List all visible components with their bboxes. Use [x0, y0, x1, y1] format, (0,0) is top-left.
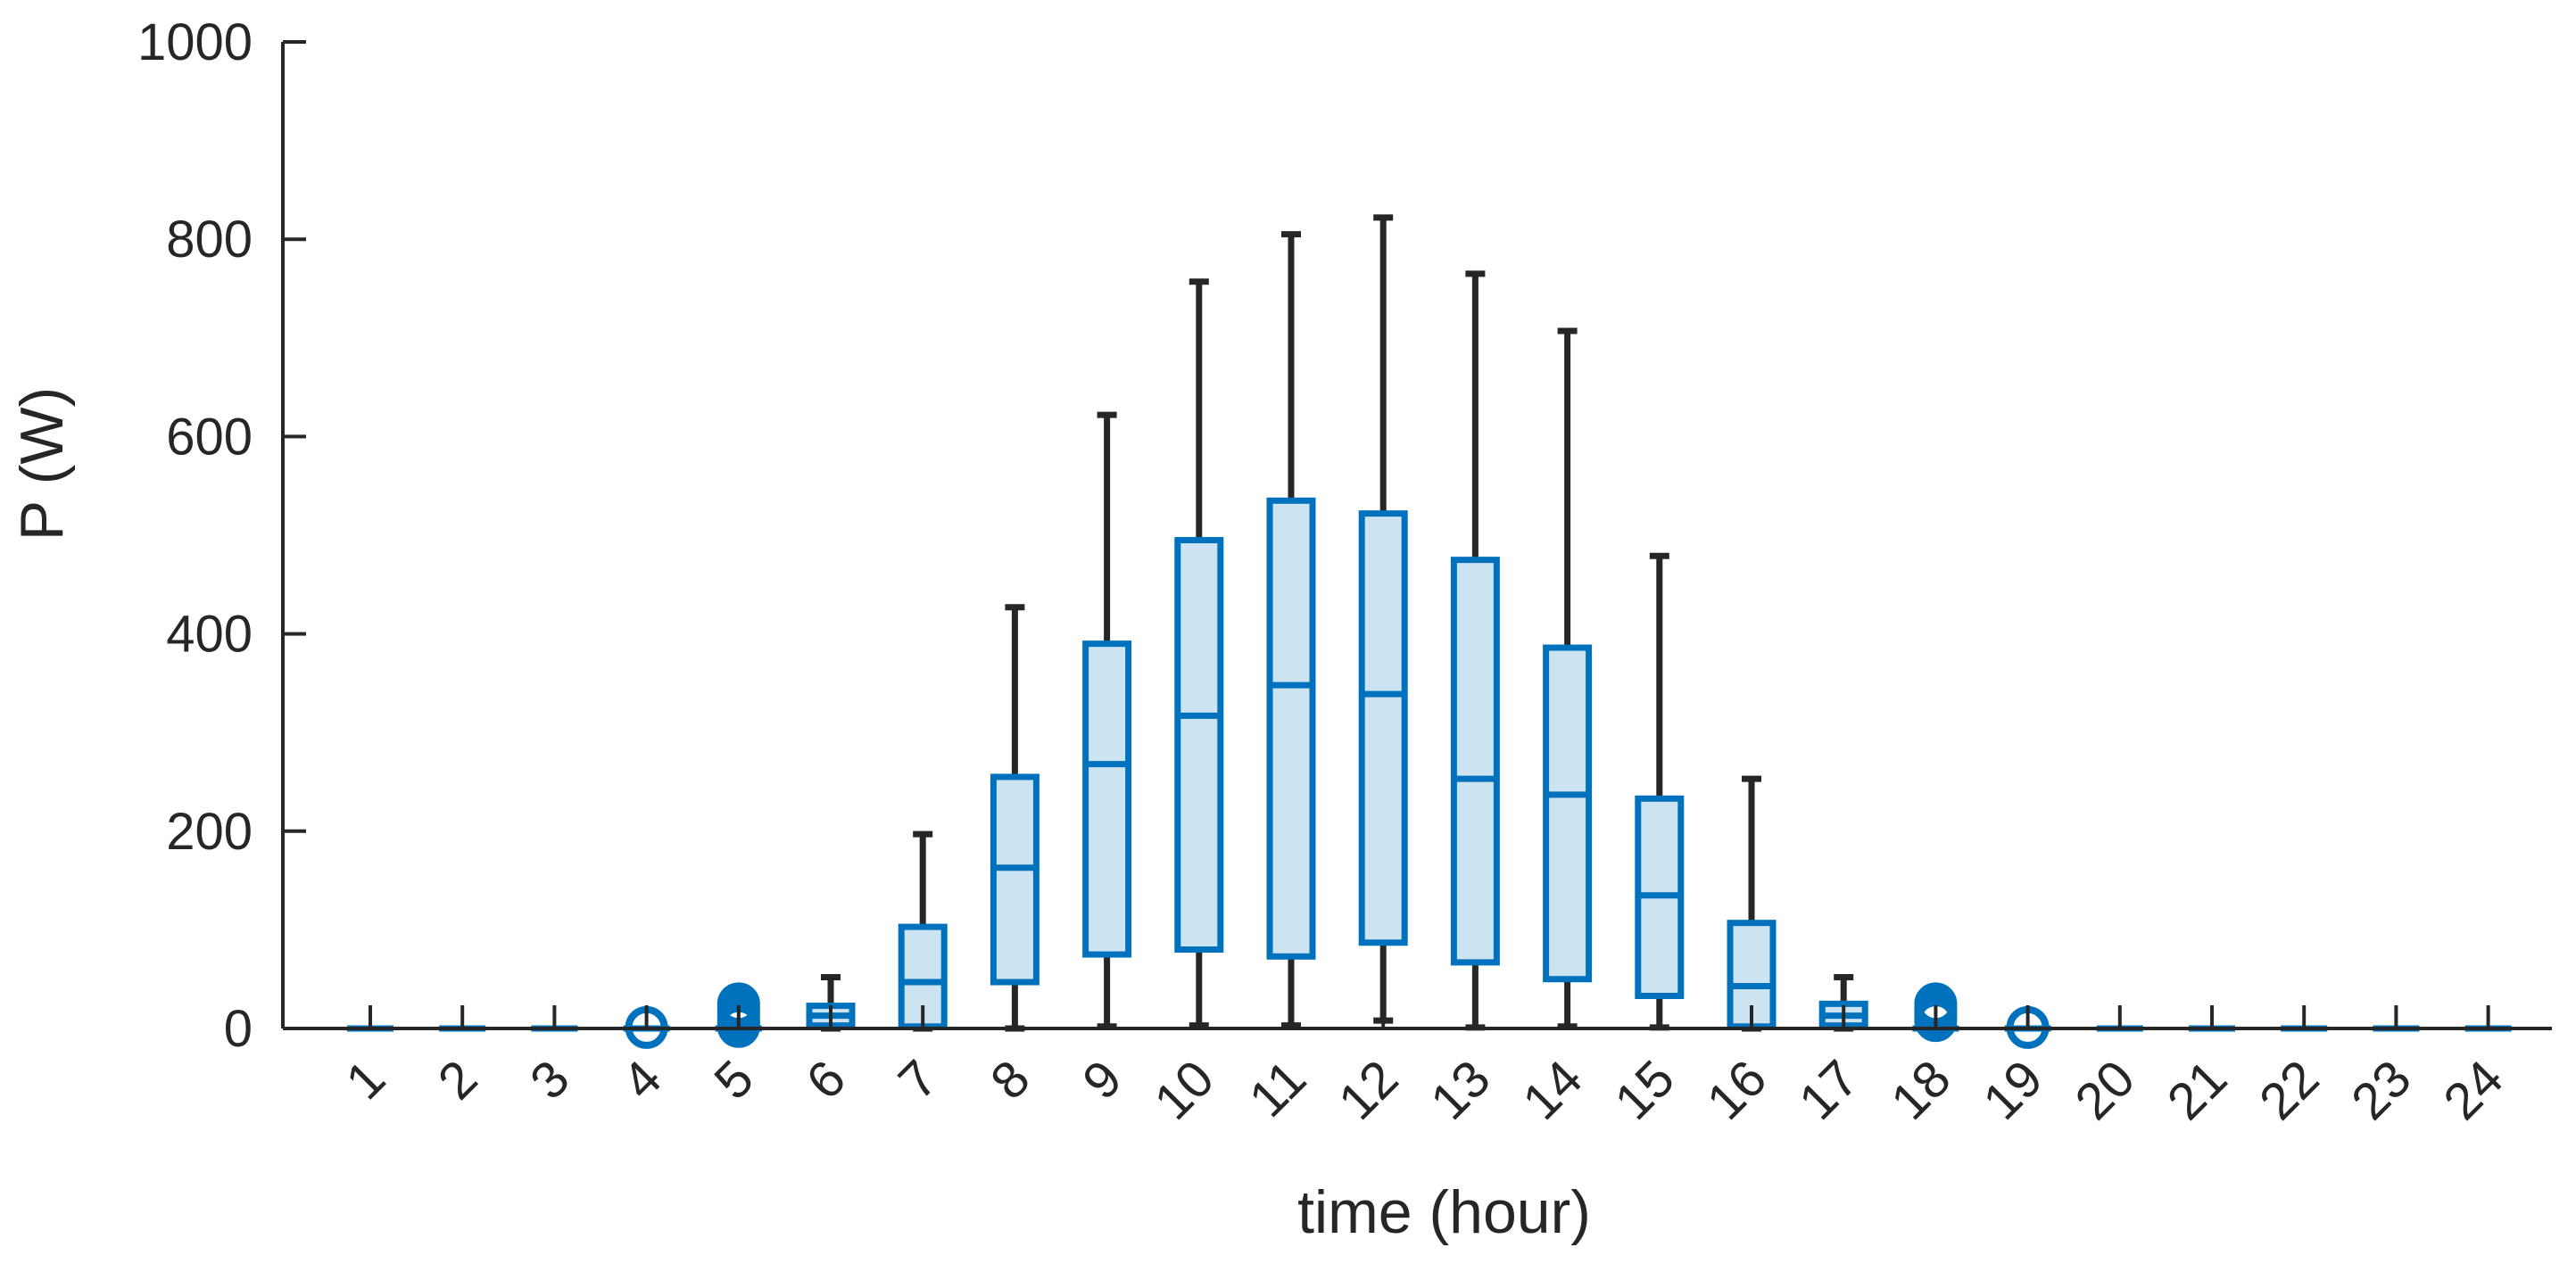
iqr-box — [1358, 510, 1408, 946]
x-tick-label: 23 — [2340, 1049, 2423, 1131]
x-tick-label: 7 — [888, 1049, 949, 1111]
x-tick-label: 24 — [2432, 1049, 2514, 1131]
x-tick-label: 19 — [1972, 1049, 2054, 1131]
plot-area — [347, 214, 2512, 1049]
axes — [281, 42, 2552, 1030]
box-hour-10 — [1174, 278, 1224, 1029]
box-hour-16 — [1727, 775, 1777, 1032]
x-tick-label: 18 — [1880, 1049, 1962, 1131]
y-tick-label: 200 — [166, 803, 253, 861]
x-tick-label: 17 — [1788, 1049, 1870, 1131]
box-hour-14 — [1543, 327, 1593, 1030]
box-hour-8 — [990, 604, 1040, 1032]
x-tick-label: 13 — [1420, 1049, 1502, 1131]
x-tick-label: 14 — [1512, 1049, 1594, 1131]
x-tick-label: 3 — [519, 1049, 581, 1111]
iqr-box — [1450, 557, 1500, 966]
x-tick-label: 5 — [703, 1049, 765, 1111]
box-hour-13 — [1450, 270, 1500, 1031]
y-tick-label: 800 — [166, 211, 253, 268]
y-tick-label: 600 — [166, 408, 253, 466]
y-axis-label: P (W) — [8, 387, 76, 541]
x-tick-label: 21 — [2157, 1049, 2239, 1131]
x-tick-label: 16 — [1696, 1049, 1778, 1131]
iqr-box — [990, 773, 1040, 986]
x-tick-label: 20 — [2064, 1049, 2146, 1131]
x-tick-label: 15 — [1603, 1049, 1686, 1131]
box-hour-9 — [1082, 411, 1132, 1030]
y-axis-ticks: 0 200 400 600 800 1000 — [137, 13, 306, 1058]
x-tick-label: 10 — [1143, 1049, 1225, 1131]
x-tick-label: 2 — [427, 1049, 489, 1111]
x-tick-label: 9 — [1072, 1049, 1133, 1111]
x-axis-label: time (hour) — [1297, 1178, 1591, 1246]
iqr-box — [1174, 537, 1224, 954]
x-tick-label: 22 — [2249, 1049, 2331, 1131]
y-tick-label: 0 — [224, 1000, 253, 1058]
box-hour-11 — [1266, 231, 1316, 1029]
x-tick-label: 6 — [795, 1049, 857, 1111]
box-hour-12 — [1358, 214, 1408, 1024]
iqr-box — [1082, 640, 1132, 958]
x-tick-label: 4 — [611, 1049, 673, 1111]
x-tick-label: 12 — [1328, 1049, 1410, 1131]
x-tick-label: 11 — [1238, 1049, 1318, 1128]
box-hour-7 — [898, 830, 948, 1032]
box-hour-15 — [1635, 552, 1685, 1031]
y-tick-label: 400 — [166, 606, 253, 664]
iqr-box — [1266, 497, 1316, 960]
y-tick-label: 1000 — [137, 13, 253, 71]
x-tick-label: 1 — [335, 1049, 396, 1111]
x-tick-label: 8 — [980, 1049, 1041, 1111]
iqr-box — [1543, 644, 1593, 983]
